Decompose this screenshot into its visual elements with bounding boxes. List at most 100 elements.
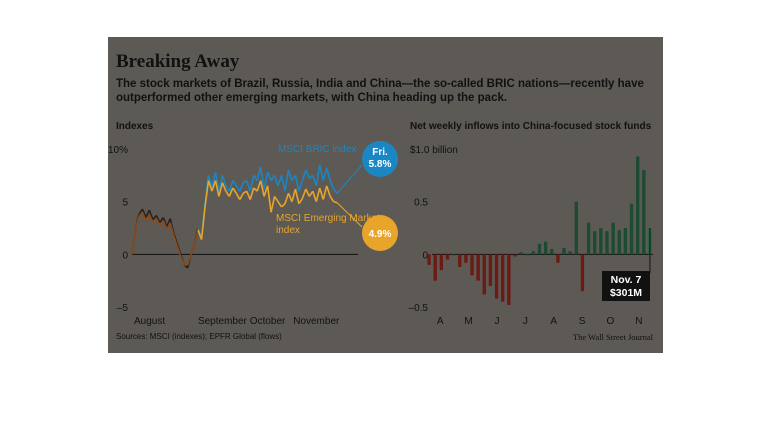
bric-end-label: Fri. 5.8% [369,147,392,170]
inflow-bar [458,254,462,267]
inflow-bar [476,254,480,281]
x-tick-label: August [134,316,165,327]
bric-line-segment [270,174,276,182]
x-tick-label: J [523,316,528,327]
emerging-line-segment [225,190,231,197]
credit-line: The Wall Street Journal [572,332,653,342]
emerging-line-segment [318,187,324,200]
inflow-bar [556,254,560,263]
emerging-line-segment [287,192,293,202]
bric-leader [336,164,363,194]
chart-figure: Breaking Away The stock markets of Brazi… [108,37,663,353]
x-tick-label: J [494,316,499,327]
bric-line-segment [333,188,338,194]
x-tick-label: A [437,316,444,327]
bric-line-segment [312,175,318,187]
y-tick-label: 10% [108,145,128,156]
emerging-leader [336,202,363,228]
bric-line-segment [301,169,307,181]
x-tick-label: O [607,316,615,327]
inflow-bar [605,231,609,255]
callout-label: Nov. 7 $301M [610,274,642,299]
bric-line-segment [273,175,279,187]
inflow-bar [470,254,474,276]
sources-note: Sources: MSCI (indexes); EPFR Global (fl… [116,332,282,341]
inflow-bar [439,254,444,271]
inflow-bar [586,222,591,255]
left-panel-title: Indexes [116,121,154,132]
inflow-bar [501,254,505,302]
bric-line-segment [138,208,144,215]
emerging-line-segment [172,235,178,247]
inflow-bar [494,254,499,299]
inflow-bar [617,230,621,255]
emerging-line-segment [190,243,196,255]
inflow-bar [445,254,450,260]
emerging-end-bubble [362,215,398,251]
inflow-bar [488,254,493,286]
inflow-bar [519,252,523,255]
bric-line-segment [239,182,245,192]
bric-line-segment [284,169,290,192]
x-tick-label: M [464,316,472,327]
emerging-line-segment [280,203,286,208]
emerging-line-segment [266,185,272,213]
bric-line-segment [159,217,164,224]
inflow-bar [611,222,615,255]
emerging-line-segment [315,187,321,202]
emerging-line-segment [312,190,318,202]
chart-subtitle: The stock markets of Brazil, Russia, Ind… [116,78,644,104]
emerging-line-segment [232,187,237,194]
bric-line-segment [294,175,300,192]
emerging-line-segment [322,185,328,200]
inflow-bar [568,251,572,255]
callout-box [602,271,650,301]
emerging-line-segment [329,195,335,203]
emerging-line-segment [239,192,244,200]
bric-line-segment [207,175,213,188]
emerging-line-segment [325,185,331,197]
emerging-line-segment [228,187,234,197]
inflow-bar [550,249,554,255]
emerging-line-segment [131,227,137,255]
emerging-line-segment [138,211,144,217]
emerging-line-segment [235,192,241,200]
bric-line-segment [329,180,335,190]
x-tick-label: A [550,316,557,327]
emerging-line-segment [245,190,251,200]
bric-line-segment [245,180,251,192]
chart-title: Breaking Away [116,51,240,72]
bric-line-segment [225,185,231,192]
bric-line-segment [318,164,325,181]
inflow-bar [629,203,634,255]
emerging-line-segment [308,190,314,197]
emerging-line-segment [221,182,227,192]
emerging-line-segment [263,185,269,197]
y-tick-label: 5 [122,198,128,209]
inflow-bar [482,254,486,295]
emerging-line-segment [301,188,307,199]
bric-line-segment [152,214,157,221]
y-tick-label: 0 [422,250,428,261]
x-tick-label: September [198,316,248,327]
emerging-line-segment [291,188,297,202]
x-tick-label: N [635,316,642,327]
emerging-line-segment [207,180,213,192]
x-tick-label: S [579,316,586,327]
inflow-bar [427,254,431,265]
inflow-bar [562,248,566,255]
x-tick-label: November [293,316,340,327]
bric-end-bubble [362,141,398,177]
bric-series-label: MSCI BRIC index [278,144,356,155]
emerging-line-segment [256,180,262,192]
inflows-panel: $1.0 billion 0.5 0 –0.5 A M J J A S O N Nov. 7 $301M [409,145,653,327]
bric-line-segment [141,208,147,218]
emerging-line-segment [200,206,206,240]
bric-line-segment [287,169,293,181]
inflow-bar [537,243,542,255]
emerging-line-segment [155,218,161,226]
bric-line-segment [266,171,272,181]
emerging-end-label: 4.9% [369,229,392,240]
inflow-bar [464,254,468,263]
bric-line-segment [211,171,217,188]
